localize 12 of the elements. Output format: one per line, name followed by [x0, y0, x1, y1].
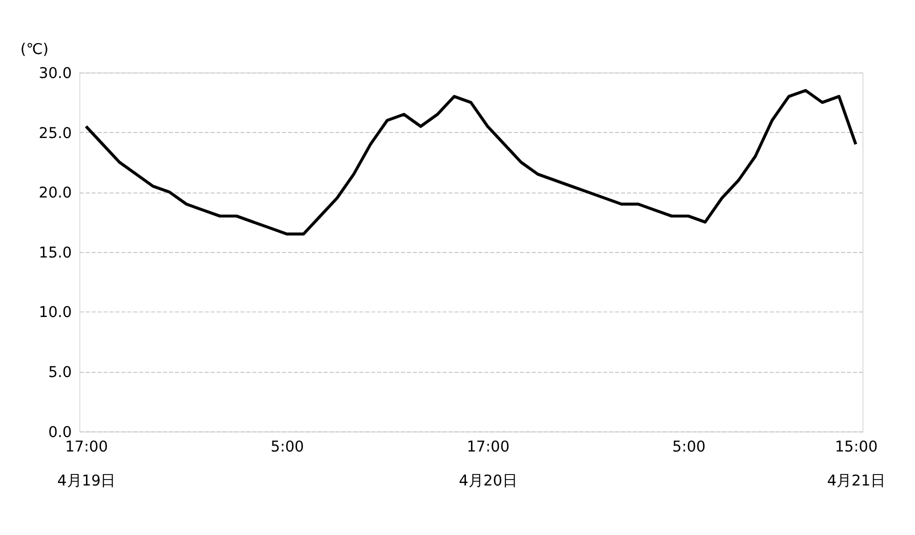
y-tick-label: 20.0 — [38, 184, 72, 202]
y-tick-label: 30.0 — [38, 64, 72, 82]
x-tick-label: 15:00 4月21日 — [827, 438, 886, 490]
y-tick-label: 25.0 — [38, 124, 72, 142]
x-tick-label: 17:00 4月20日 — [458, 438, 518, 490]
y-tick-label: 5.0 — [48, 363, 72, 382]
line-series — [84, 88, 858, 236]
y-tick-label: 15.0 — [38, 243, 72, 262]
y-axis-title: (℃) — [20, 40, 49, 58]
x-tick-label: 5:00 — [270, 438, 304, 456]
x-tick-label: 5:00 — [672, 438, 706, 456]
y-tick-label: 10.0 — [38, 303, 72, 322]
